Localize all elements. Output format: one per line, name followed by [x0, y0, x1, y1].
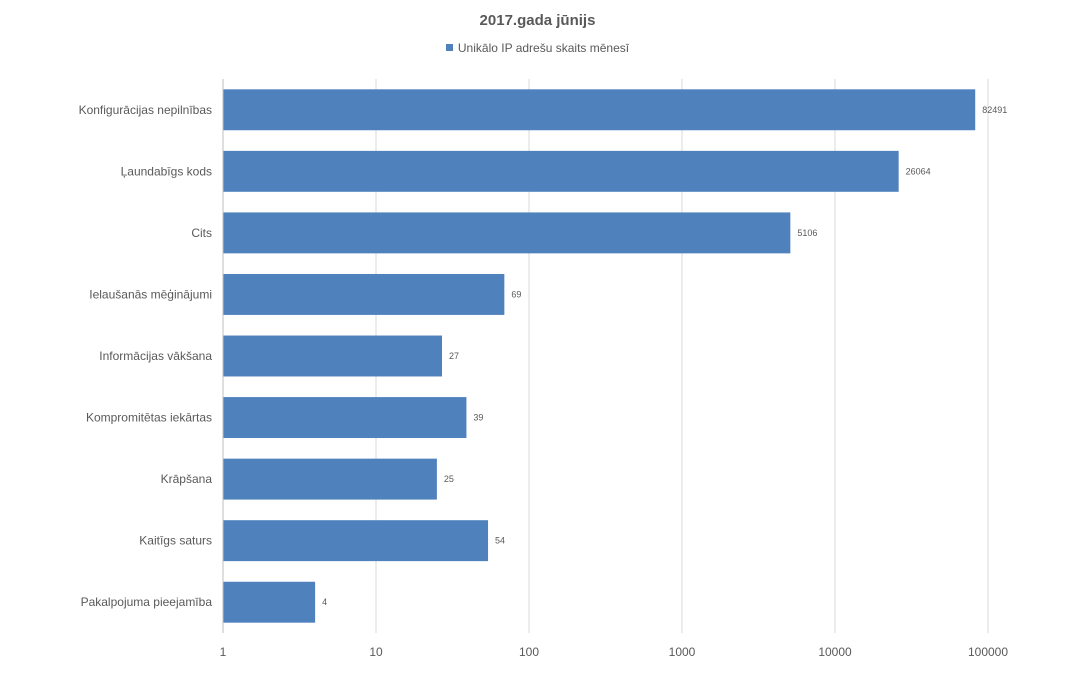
category-label-5: Informācijas vākšana [99, 349, 212, 363]
bar-7 [223, 458, 437, 500]
x-tick-label-100: 100 [519, 645, 539, 659]
category-label-8: Kaitīgs saturs [139, 534, 212, 548]
legend-label: Unikālo IP adrešu skaits mēnesī [457, 41, 630, 55]
bar-6 [223, 397, 467, 439]
bar-1 [223, 89, 976, 131]
x-tick-label-1000: 1000 [669, 645, 696, 659]
data-label-7: 25 [444, 474, 454, 484]
legend: Unikālo IP adrešu skaits mēnesī [0, 41, 1075, 55]
data-label-1: 82491 [982, 105, 1007, 115]
data-label-3: 5106 [797, 228, 817, 238]
x-tick-label-10: 10 [369, 645, 383, 659]
bar-3 [223, 212, 791, 254]
data-label-4: 69 [511, 289, 521, 299]
data-label-2: 26064 [906, 166, 931, 176]
bar-8 [223, 520, 489, 562]
chart-title: 2017.gada jūnijs [479, 12, 596, 29]
x-tick-label-10000: 10000 [818, 645, 852, 659]
data-label-6: 39 [473, 413, 483, 423]
data-label-8: 54 [495, 536, 505, 546]
category-label-1: Konfigurācijas nepilnības [79, 103, 212, 117]
category-label-4: Ielaušanās mēģinājumi [89, 287, 212, 301]
category-label-9: Pakalpojuma pieejamība [81, 595, 213, 609]
bar-5 [223, 335, 442, 377]
bar-2 [223, 150, 899, 192]
x-tick-label-1: 1 [220, 645, 227, 659]
x-tick-label-100000: 100000 [968, 645, 1008, 659]
category-label-6: Kompromitētas iekārtas [86, 411, 212, 425]
category-label-2: Ļaundabīgs kods [121, 164, 212, 178]
category-label-3: Cits [191, 226, 212, 240]
category-label-7: Krāpšana [161, 472, 213, 486]
bar-4 [223, 273, 505, 315]
bar-9 [223, 581, 316, 623]
data-label-9: 4 [322, 597, 327, 607]
data-label-5: 27 [449, 351, 459, 361]
legend-swatch [445, 44, 453, 52]
